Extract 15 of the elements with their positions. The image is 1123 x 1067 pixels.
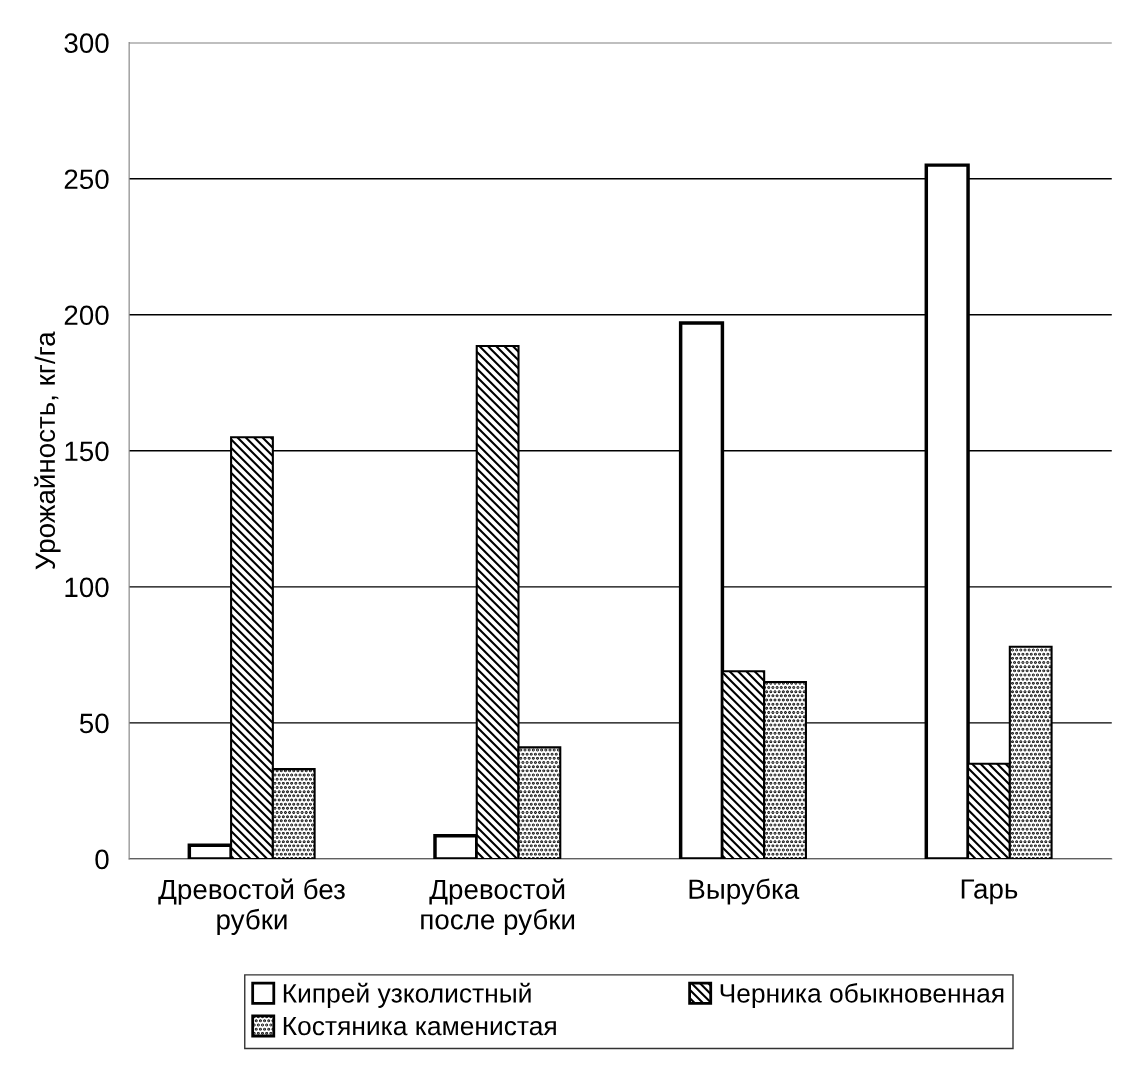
y-axis-title: Урожайность, кг/га: [34, 331, 61, 570]
y-tick-label: 200: [64, 305, 109, 326]
y-tick-label: 250: [64, 169, 109, 190]
legend-label: Кипрей узколистный: [283, 982, 531, 1008]
x-tick-label: Древостой после рубки: [421, 878, 575, 935]
legend-label: Черника обыкновенная: [720, 983, 1004, 1008]
x-tick-label: Древостой без рубки: [158, 878, 345, 935]
x-tick-label: Гарь: [961, 879, 1018, 905]
y-tick-label: 300: [64, 33, 109, 54]
y-tick-label: 0: [95, 849, 109, 870]
legend-label: Костяника каменистая: [283, 1016, 556, 1036]
y-tick-label: 150: [65, 441, 109, 462]
y-tick-label: 100: [65, 577, 109, 598]
x-tick-label: Вырубка: [689, 878, 800, 905]
y-tick-label: 50: [79, 713, 109, 734]
